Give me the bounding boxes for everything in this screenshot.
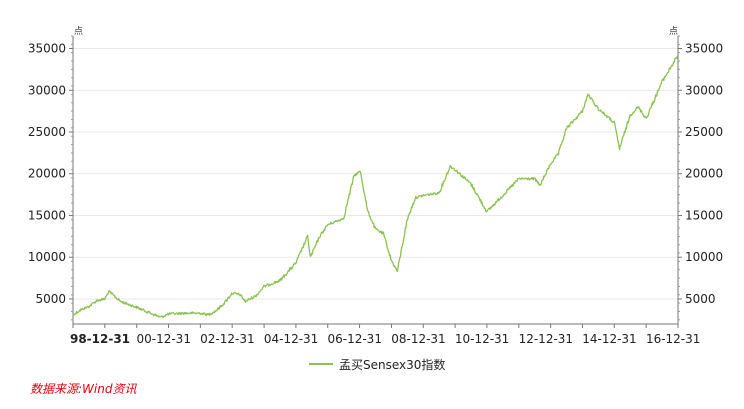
- right-unit-label: 点: [669, 26, 678, 37]
- x-tick-label: 98-12-31: [70, 332, 130, 346]
- legend: 孟买Sensex30指数: [309, 356, 445, 372]
- x-tick-label: 16-12-31: [646, 332, 700, 346]
- source-note: 数据来源:Wind资讯: [30, 382, 137, 396]
- y-tick-label-right: 10000: [685, 250, 723, 264]
- y-tick-label-left: 30000: [28, 83, 66, 97]
- x-tick-label: 04-12-31: [264, 332, 318, 346]
- x-tick-label: 06-12-31: [327, 332, 381, 346]
- x-tick-label: 00-12-31: [136, 332, 190, 346]
- y-tick-label-right: 35000: [685, 42, 723, 56]
- axes: [72, 36, 679, 325]
- left-y-tick-labels: 5000 10000 15000 20000 25000 30000 35000: [28, 42, 66, 306]
- y-tick-label-right: 30000: [685, 83, 723, 97]
- y-tick-label-left: 10000: [28, 250, 66, 264]
- series-line: [72, 54, 679, 319]
- y-tick-label-right: 5000: [685, 292, 716, 306]
- x-tick-labels: 98-12-31 00-12-31 02-12-31 04-12-31 06-12-31…: [70, 332, 700, 346]
- x-tick-label: 14-12-31: [582, 332, 636, 346]
- y-tick-label-left: 35000: [28, 42, 66, 56]
- y-tick-label-right: 15000: [685, 208, 723, 222]
- series-layer: [72, 54, 679, 319]
- x-tick-label: 10-12-31: [455, 332, 509, 346]
- y-tick-label-left: 5000: [35, 292, 66, 306]
- x-tick-label: 02-12-31: [200, 332, 254, 346]
- y-tick-label-left: 15000: [28, 208, 66, 222]
- y-tick-label-right: 20000: [685, 167, 723, 181]
- grid-lines: [73, 48, 678, 300]
- y-tick-label-left: 25000: [28, 125, 66, 139]
- minor-ticks: [69, 35, 682, 328]
- legend-swatch: [309, 363, 333, 365]
- y-tick-label-right: 25000: [685, 125, 723, 139]
- legend-label: 孟买Sensex30指数: [339, 357, 446, 372]
- y-tick-label-left: 20000: [28, 167, 66, 181]
- x-tick-label: 08-12-31: [391, 332, 445, 346]
- right-y-tick-labels: 5000 10000 15000 20000 25000 30000 35000: [685, 42, 723, 306]
- x-tick-label: 12-12-31: [519, 332, 573, 346]
- left-unit-label: 点: [74, 26, 83, 37]
